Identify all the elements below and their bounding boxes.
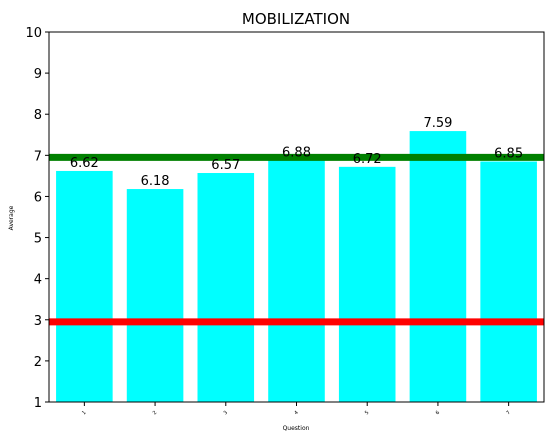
- bar-3: [197, 173, 255, 402]
- bar-6: [409, 131, 467, 403]
- x-tick-label-5: 5: [364, 410, 370, 416]
- value-label-2: 6.18: [141, 174, 170, 189]
- x-axis-label: Question: [283, 425, 310, 432]
- plot-area: 6.62 6.18 6.57 6.88 6.72 7.59 6.85 1 2 3 4 5 6 7 8 9 10 1…: [25, 26, 545, 416]
- value-label-1: 6.62: [70, 156, 99, 171]
- bar-1: [56, 170, 113, 402]
- bar-5: [338, 166, 396, 402]
- x-tick-label-1: 1: [81, 410, 87, 416]
- value-label-6: 7.59: [423, 116, 452, 131]
- bar-2: [126, 189, 184, 402]
- value-label-3: 6.57: [211, 158, 240, 173]
- y-tick-label-1: 1: [34, 396, 42, 411]
- y-tick-label-10: 10: [25, 26, 42, 41]
- x-tick-label-6: 6: [435, 410, 441, 416]
- y-axis-label: Average: [8, 205, 15, 230]
- y-tick-label-4: 4: [34, 273, 42, 288]
- x-tick-label-4: 4: [293, 410, 299, 416]
- y-tick-label-3: 3: [34, 314, 42, 329]
- y-tick-label-7: 7: [34, 149, 42, 164]
- y-tick-label-6: 6: [34, 190, 42, 205]
- value-label-4: 6.88: [282, 145, 311, 160]
- bar-4: [268, 160, 325, 402]
- value-label-5: 6.72: [353, 152, 382, 167]
- chart-title: MOBILIZATION: [242, 10, 350, 28]
- bar-7: [480, 161, 537, 402]
- y-tick-label-2: 2: [34, 355, 42, 370]
- y-tick-label-9: 9: [34, 67, 42, 82]
- value-label-7: 6.85: [494, 147, 523, 162]
- y-tick-label-5: 5: [34, 232, 42, 247]
- x-tick-label-2: 2: [152, 410, 158, 416]
- x-tick-label-3: 3: [223, 410, 229, 416]
- x-tick-label-7: 7: [505, 410, 511, 416]
- y-tick-label-8: 8: [34, 108, 42, 123]
